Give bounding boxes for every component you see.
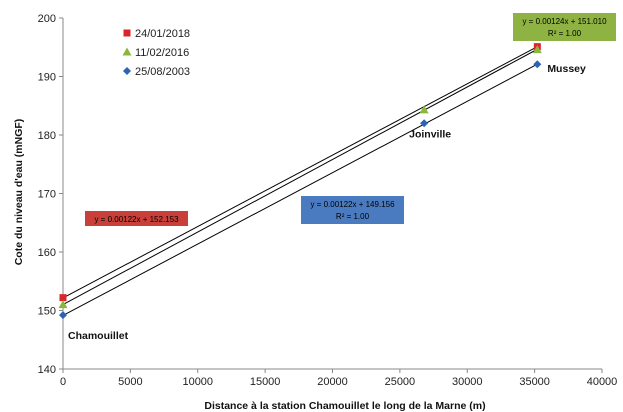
equation-text: y = 0.00124x + 151.010 <box>522 17 607 26</box>
x-tick-label: 30000 <box>452 376 483 388</box>
axes: 140 150 160 170 180 190 200 0 5000 10000 15000 2000… <box>38 13 618 388</box>
point-diamond <box>533 60 542 69</box>
legend-label: 24/01/2018 <box>135 28 190 40</box>
point-triangle <box>122 47 132 56</box>
x-tick-label: 20000 <box>317 376 348 388</box>
x-tick-label: 15000 <box>250 376 281 388</box>
y-tick-label: 150 <box>38 306 56 318</box>
r2-text: R² = 1.00 <box>548 29 582 38</box>
point-triangle <box>419 105 429 114</box>
trendlines <box>62 46 538 316</box>
trendline <box>62 63 538 316</box>
x-axis-label: Distance à la station Chamouillet le lon… <box>204 400 485 412</box>
x-tick-label: 40000 <box>587 376 618 388</box>
y-tick-label: 200 <box>38 13 56 25</box>
point-annotation: Joinville <box>409 128 451 140</box>
equation-box <box>301 196 404 224</box>
r2-text: R² = 1.00 <box>336 212 370 221</box>
x-tick-label: 5000 <box>118 376 142 388</box>
legend-label: 11/02/2016 <box>135 47 189 59</box>
y-axis-label: Cote du niveau d'eau (mNGF) <box>13 119 25 266</box>
point-annotations: Chamouillet Joinville Mussey <box>68 63 586 342</box>
y-tick-label: 190 <box>38 72 56 84</box>
x-tick-label: 0 <box>60 376 66 388</box>
data-points <box>58 43 542 320</box>
equation-text: y = 0.00122x + 149.156 <box>310 200 395 209</box>
point-diamond <box>420 119 429 128</box>
point-annotation: Chamouillet <box>68 330 129 342</box>
y-tick-label: 140 <box>38 364 56 376</box>
equation-text: y = 0.00122x + 152.153 <box>94 215 179 224</box>
point-square <box>59 294 67 302</box>
x-tick-label: 25000 <box>385 376 416 388</box>
x-tick-label: 10000 <box>182 376 213 388</box>
point-diamond <box>59 311 67 320</box>
equation-labels: y = 0.00122x + 152.153 y = 0.00124x + 151… <box>85 13 616 226</box>
point-triangle <box>532 45 542 54</box>
point-annotation: Mussey <box>547 63 586 75</box>
legend: 24/01/2018 11/02/2016 25/08/2003 <box>122 28 190 78</box>
x-tick-label: 35000 <box>519 376 550 388</box>
equation-box <box>85 211 188 226</box>
legend-label: 25/08/2003 <box>135 66 190 78</box>
trendline <box>62 46 538 299</box>
y-tick-label: 170 <box>38 189 56 201</box>
point-triangle <box>58 300 68 309</box>
y-tick-label: 160 <box>38 247 56 259</box>
y-tick-label: 180 <box>38 130 56 142</box>
point-diamond <box>123 67 131 75</box>
trendline <box>62 48 538 306</box>
point-square <box>123 29 131 37</box>
equation-box <box>513 13 616 41</box>
